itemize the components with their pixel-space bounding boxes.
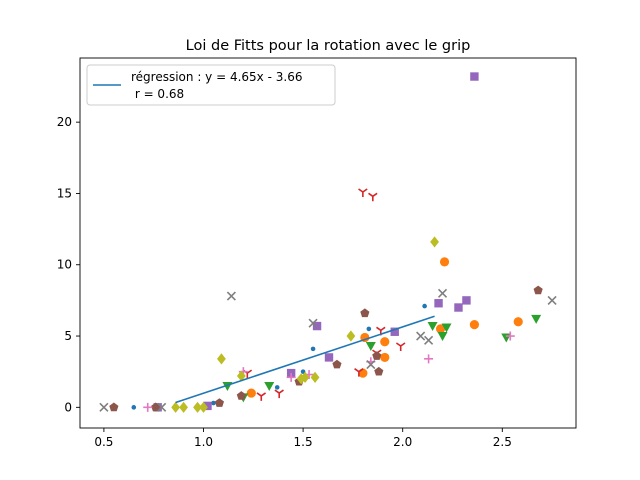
y-tick-label: 15 xyxy=(57,186,72,200)
data-point-s5 xyxy=(324,353,334,362)
data-point-s5 xyxy=(454,303,463,312)
x-tick-label: 1.0 xyxy=(194,435,213,449)
data-point-s7 xyxy=(286,372,296,382)
legend-label-line1: régression : y = 4.65x - 3.66 xyxy=(131,70,302,84)
legend: régression : y = 4.65x - 3.66 r = 0.68 xyxy=(86,64,336,106)
data-point-s8 xyxy=(547,295,557,305)
data-point-s4 xyxy=(274,389,284,399)
data-point-s1 xyxy=(366,326,372,332)
y-axis: 0 5 10 15 20 xyxy=(57,115,80,414)
data-point-s2 xyxy=(380,337,390,347)
data-point-s2 xyxy=(439,257,450,267)
data-point-s9 xyxy=(300,371,310,383)
data-point-s6 xyxy=(109,402,119,412)
data-point-s4 xyxy=(256,392,267,401)
data-point-s2 xyxy=(246,388,256,398)
data-point-s7 xyxy=(505,331,515,341)
data-point-s4 xyxy=(358,188,368,198)
data-point-s8 xyxy=(99,402,109,412)
legend-label-line2: r = 0.68 xyxy=(131,87,184,101)
data-point-s6 xyxy=(332,359,342,369)
data-point-s1 xyxy=(422,303,427,309)
data-point-s7 xyxy=(143,402,153,412)
data-point-s1 xyxy=(211,400,216,406)
data-point-s6 xyxy=(372,351,382,360)
data-point-s9 xyxy=(310,371,320,383)
data-point-s2 xyxy=(469,320,480,330)
data-point-s5 xyxy=(312,321,322,331)
data-point-s8 xyxy=(308,318,318,328)
data-point-s8 xyxy=(437,288,448,298)
data-point-s6 xyxy=(360,308,370,318)
y-tick-label: 5 xyxy=(64,329,72,343)
y-tick-label: 0 xyxy=(64,400,72,414)
data-point-s9 xyxy=(236,370,246,382)
data-point-s9 xyxy=(179,401,188,413)
data-point-s5 xyxy=(470,72,479,81)
data-point-s6 xyxy=(214,398,224,407)
data-point-s8 xyxy=(226,291,236,301)
data-point-s5 xyxy=(434,299,443,308)
legend-box xyxy=(86,64,336,106)
data-point-s6 xyxy=(374,366,384,376)
data-point-s1 xyxy=(300,369,306,374)
markers-layer xyxy=(99,72,557,413)
data-point-s3 xyxy=(441,323,452,333)
data-point-s4 xyxy=(354,368,364,377)
x-tick-label: 2.5 xyxy=(493,435,512,449)
data-point-s1 xyxy=(310,346,316,352)
data-point-s2 xyxy=(513,317,523,327)
data-point-s2 xyxy=(435,324,446,334)
data-point-s5 xyxy=(390,327,399,336)
data-point-s3 xyxy=(531,314,542,324)
data-point-s9 xyxy=(430,236,439,248)
data-point-s3 xyxy=(365,342,376,352)
data-point-s5 xyxy=(462,296,471,305)
data-point-s3 xyxy=(427,322,438,332)
data-point-s2 xyxy=(380,352,390,363)
data-point-s3 xyxy=(437,332,448,342)
data-point-s1 xyxy=(274,385,280,390)
data-point-s4 xyxy=(395,342,406,352)
x-tick-label: 0.5 xyxy=(94,435,113,449)
y-tick-label: 20 xyxy=(57,115,72,129)
x-tick-label: 1.5 xyxy=(294,435,313,449)
data-point-s7 xyxy=(424,354,434,364)
data-point-s9 xyxy=(346,330,356,342)
data-point-s8 xyxy=(366,359,376,370)
chart-title: Loi de Fitts pour la rotation avec le gr… xyxy=(186,38,471,54)
data-point-s9 xyxy=(171,401,181,413)
data-point-s1 xyxy=(131,405,137,410)
data-point-s4 xyxy=(368,192,378,202)
data-point-s9 xyxy=(199,401,208,413)
data-point-s6 xyxy=(533,285,543,295)
data-point-s8 xyxy=(157,402,167,412)
data-point-s8 xyxy=(416,331,426,341)
x-tick-label: 2.0 xyxy=(393,435,412,449)
y-tick-label: 10 xyxy=(57,258,72,272)
plot-frame xyxy=(79,57,577,429)
data-point-s8 xyxy=(424,335,434,345)
regression-line xyxy=(175,315,435,404)
data-point-s6 xyxy=(236,391,246,400)
data-point-s9 xyxy=(217,353,226,365)
data-point-s5 xyxy=(203,401,212,411)
x-axis: 0.5 1.0 1.5 2.0 2.5 xyxy=(94,428,512,449)
data-point-s9 xyxy=(193,401,202,413)
data-point-s3 xyxy=(264,381,275,391)
